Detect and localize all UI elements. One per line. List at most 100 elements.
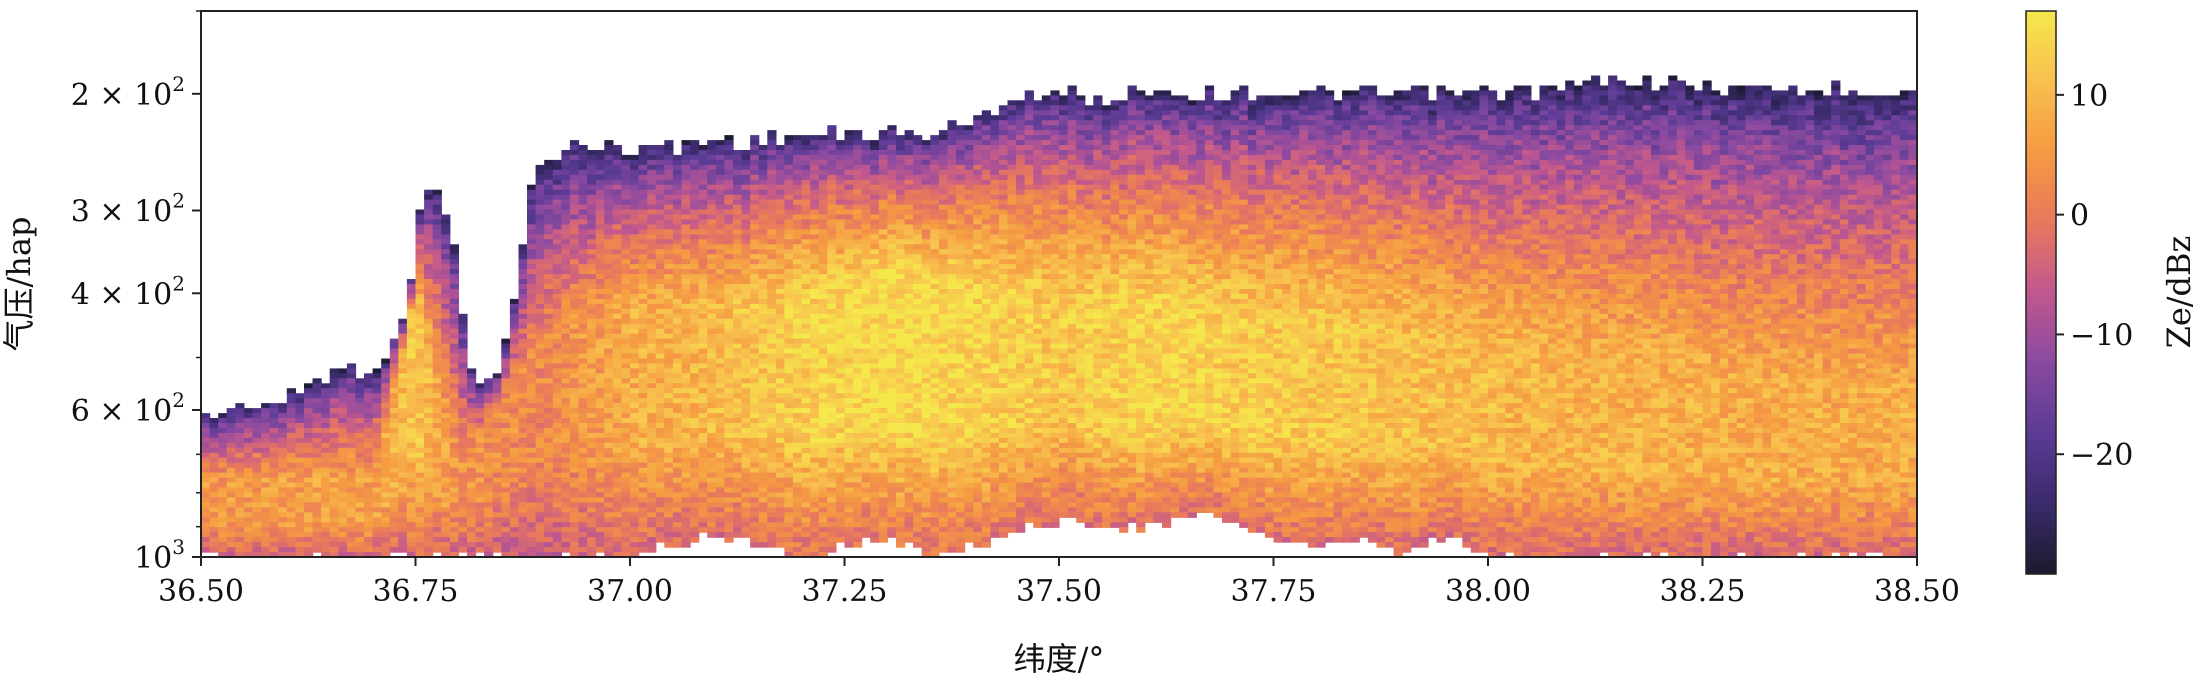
heatmap-cell — [424, 502, 434, 508]
heatmap-cell — [638, 378, 648, 384]
heatmap-cell — [655, 497, 665, 503]
heatmap-cell — [304, 462, 314, 469]
heatmap-cell — [621, 542, 631, 548]
heatmap-cell — [269, 457, 279, 464]
heatmap-cell — [630, 388, 640, 394]
heatmap-cell — [801, 179, 811, 186]
heatmap-cell — [801, 140, 811, 146]
heatmap-cell — [835, 413, 846, 419]
heatmap-cell — [861, 209, 871, 216]
heatmap-cell — [329, 527, 339, 533]
heatmap-cell — [664, 199, 674, 206]
heatmap-cell — [827, 373, 837, 379]
heatmap-cell — [681, 437, 691, 444]
heatmap-cell — [321, 542, 331, 548]
heatmap-cell — [604, 333, 614, 340]
heatmap-cell — [775, 284, 786, 290]
heatmap-cell — [767, 209, 777, 216]
heatmap-cell — [647, 467, 657, 474]
heatmap-cell — [707, 507, 717, 513]
heatmap-cell — [775, 194, 786, 201]
heatmap-cell — [835, 383, 846, 389]
heatmap-cell — [492, 432, 502, 439]
heatmap-cell — [844, 179, 854, 186]
heatmap-cell — [853, 512, 863, 518]
heatmap-cell — [733, 254, 743, 260]
heatmap-cell — [793, 259, 803, 265]
heatmap-cell — [484, 413, 494, 419]
heatmap-cell — [578, 552, 588, 557]
heatmap-cell — [861, 264, 871, 270]
heatmap-cell — [827, 184, 837, 191]
heatmap-cell — [389, 512, 399, 518]
heatmap-cell — [201, 462, 211, 469]
heatmap-cell — [793, 303, 803, 310]
heatmap-cell — [527, 239, 537, 245]
heatmap-cell — [647, 264, 657, 270]
heatmap-cell — [758, 398, 768, 404]
heatmap-cell — [715, 467, 725, 474]
heatmap-cell — [449, 264, 459, 270]
heatmap-cell — [775, 333, 786, 340]
heatmap-cell — [724, 333, 734, 340]
heatmap-cell — [750, 383, 760, 389]
heatmap-cell — [853, 462, 863, 469]
heatmap-cell — [406, 413, 417, 419]
heatmap-cell — [827, 214, 837, 221]
heatmap-cell — [595, 279, 605, 285]
heatmap-cell — [544, 338, 554, 345]
heatmap-cell — [835, 418, 846, 424]
heatmap-cell — [835, 363, 846, 369]
heatmap-cell — [793, 547, 803, 553]
heatmap-cell — [775, 328, 786, 335]
heatmap-cell — [269, 522, 279, 528]
heatmap-cell — [364, 477, 374, 484]
heatmap-cell — [501, 467, 511, 474]
heatmap-cell — [269, 413, 279, 419]
heatmap-cell — [286, 388, 296, 394]
heatmap-cell — [218, 447, 228, 454]
heatmap-cell — [767, 269, 777, 275]
heatmap-cell — [870, 313, 880, 320]
heatmap-cell — [458, 388, 468, 394]
heatmap-cell — [810, 413, 820, 419]
heatmap-cell — [475, 487, 485, 494]
heatmap-cell — [612, 219, 622, 226]
heatmap-cell — [441, 348, 451, 355]
heatmap-cell — [810, 423, 820, 429]
heatmap-cell — [364, 512, 374, 518]
heatmap-cell — [595, 418, 605, 424]
heatmap-cell — [835, 393, 846, 399]
heatmap-cell — [767, 323, 777, 330]
heatmap-cell — [535, 467, 545, 474]
heatmap-cell — [604, 264, 614, 270]
heatmap-cell — [870, 219, 880, 226]
heatmap-cell — [544, 343, 554, 350]
heatmap-cell — [878, 368, 888, 374]
heatmap-cell — [449, 284, 459, 290]
heatmap-cell — [707, 184, 717, 191]
heatmap-cell — [681, 378, 691, 384]
heatmap-cell — [621, 358, 631, 365]
heatmap-cell — [415, 477, 425, 484]
heatmap-cell — [492, 398, 502, 404]
heatmap-cell — [338, 457, 348, 464]
heatmap-cell — [312, 497, 322, 503]
heatmap-cell — [338, 542, 348, 548]
heatmap-cell — [621, 398, 631, 404]
heatmap-cell — [758, 408, 768, 414]
heatmap-cell — [346, 532, 357, 538]
heatmap-cell — [509, 432, 520, 439]
heatmap-cell — [372, 517, 382, 523]
heatmap-cell — [201, 467, 211, 474]
heatmap-cell — [475, 537, 485, 543]
heatmap-cell — [398, 482, 408, 489]
heatmap-cell — [209, 462, 219, 469]
heatmap-cell — [544, 537, 554, 543]
heatmap-cell — [638, 179, 648, 186]
heatmap-cell — [690, 234, 700, 240]
heatmap-cell — [604, 214, 614, 221]
heatmap-cell — [561, 284, 571, 290]
heatmap-cell — [784, 298, 794, 305]
heatmap-cell — [406, 547, 417, 553]
